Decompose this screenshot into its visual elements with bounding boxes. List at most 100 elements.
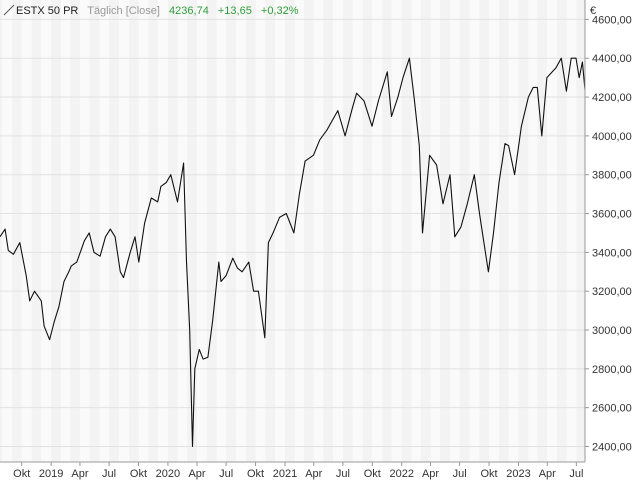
month-band xyxy=(118,0,129,462)
month-band xyxy=(566,0,577,462)
x-tick-label: 2022 xyxy=(389,468,413,480)
month-band xyxy=(79,0,90,462)
month-band xyxy=(537,0,548,462)
month-band xyxy=(206,0,217,462)
month-band xyxy=(70,0,80,462)
month-band xyxy=(547,0,557,462)
month-band xyxy=(342,0,353,462)
month-band xyxy=(12,0,22,462)
month-band xyxy=(576,0,585,462)
x-tick-label: 2021 xyxy=(273,468,297,480)
month-band xyxy=(275,0,285,462)
month-band xyxy=(469,0,480,462)
month-band xyxy=(556,0,567,462)
y-tick-label: 3000,00 xyxy=(592,325,632,337)
month-band xyxy=(89,0,100,462)
price-series-line xyxy=(0,57,586,448)
month-band xyxy=(21,0,32,462)
month-band xyxy=(148,0,159,462)
svg-text:ESTX 50 PR Täglich [Clos: ESTX 50 PR Täglich [Close] 4236,74 +13,6… xyxy=(16,5,299,17)
y-tick-label: 4200,00 xyxy=(592,92,632,104)
instrument-name: ESTX 50 PR xyxy=(16,5,78,17)
chart-line-icon xyxy=(3,4,15,16)
y-tick-label: 3800,00 xyxy=(592,170,632,182)
x-tick-label: 2023 xyxy=(506,468,530,480)
x-tick-label: Apr xyxy=(539,468,556,480)
x-tick-label: Okt xyxy=(480,468,497,480)
month-band xyxy=(362,0,373,462)
currency-label: € xyxy=(590,5,596,17)
month-band xyxy=(284,0,295,462)
month-band xyxy=(333,0,343,462)
month-band xyxy=(303,0,314,462)
month-band xyxy=(31,0,42,462)
y-tick-label: 3600,00 xyxy=(592,209,632,221)
month-band xyxy=(528,0,538,462)
x-tick-label: Apr xyxy=(422,468,439,480)
y-tick-label: 2800,00 xyxy=(592,364,632,376)
month-band xyxy=(313,0,324,462)
month-band xyxy=(352,0,363,462)
y-tick-label: 2600,00 xyxy=(592,403,632,415)
x-tick-label: Apr xyxy=(188,468,205,480)
month-band xyxy=(265,0,276,462)
y-tick-label: 3200,00 xyxy=(592,286,632,298)
y-tick-label: 4400,00 xyxy=(592,53,632,65)
grid-lines xyxy=(0,18,585,447)
x-tick-label: Jul xyxy=(219,468,233,480)
month-band xyxy=(158,0,168,462)
month-band xyxy=(61,0,71,462)
month-band xyxy=(245,0,256,462)
x-tick-label: Jul xyxy=(102,468,116,480)
month-band xyxy=(498,0,509,462)
month-band xyxy=(323,0,334,462)
y-tick-label: 2400,00 xyxy=(592,441,632,453)
x-tick-label: Jul xyxy=(336,468,350,480)
month-band xyxy=(255,0,266,462)
month-band xyxy=(440,0,451,462)
series-layer xyxy=(0,57,586,448)
month-band xyxy=(372,0,383,462)
x-tick-label: 2020 xyxy=(156,468,180,480)
y-tick-label: 4600,00 xyxy=(592,14,632,26)
month-band xyxy=(41,0,52,462)
last-price: 4236,74 xyxy=(169,5,209,17)
month-band xyxy=(411,0,421,462)
month-band xyxy=(0,0,3,462)
month-band xyxy=(197,0,207,462)
month-band xyxy=(216,0,227,462)
month-band xyxy=(109,0,119,462)
month-band xyxy=(430,0,441,462)
x-tick-label: Apr xyxy=(305,468,322,480)
month-band xyxy=(226,0,237,462)
x-tick-label: Okt xyxy=(247,468,264,480)
month-band xyxy=(518,0,529,462)
x-axis-ticks: Okt 2019 Apr Jul Okt 2020 Apr Jul Okt 2021 Apr Jul O… xyxy=(13,462,583,480)
month-band xyxy=(99,0,110,462)
month-band xyxy=(459,0,470,462)
month-band xyxy=(420,0,431,462)
month-band xyxy=(508,0,519,462)
x-tick-label: Jul xyxy=(569,468,583,480)
x-tick-label: Okt xyxy=(364,468,381,480)
chart-header: ESTX 50 PR Täglich [Close] 4236,74 +13,6… xyxy=(3,4,299,17)
month-band xyxy=(167,0,178,462)
x-tick-label: Apr xyxy=(71,468,88,480)
y-tick-label: 3400,00 xyxy=(592,247,632,259)
month-band xyxy=(391,0,402,462)
month-band xyxy=(479,0,490,462)
x-tick-label: Jul xyxy=(453,468,467,480)
month-bands xyxy=(0,0,585,462)
month-band xyxy=(128,0,139,462)
y-tick-label: 4000,00 xyxy=(592,131,632,143)
x-tick-label: 2019 xyxy=(39,468,63,480)
interval-mode: Täglich [Close] xyxy=(87,5,160,17)
month-band xyxy=(382,0,392,462)
y-axis-ticks: 2400,00 2600,00 2800,00 3000,00 3200,00 3400,… xyxy=(585,14,632,453)
month-band xyxy=(51,0,62,462)
x-tick-label: Okt xyxy=(130,468,147,480)
month-band xyxy=(2,0,13,462)
price-change-percent: +0,32% xyxy=(261,5,299,17)
x-tick-label: Okt xyxy=(13,468,30,480)
